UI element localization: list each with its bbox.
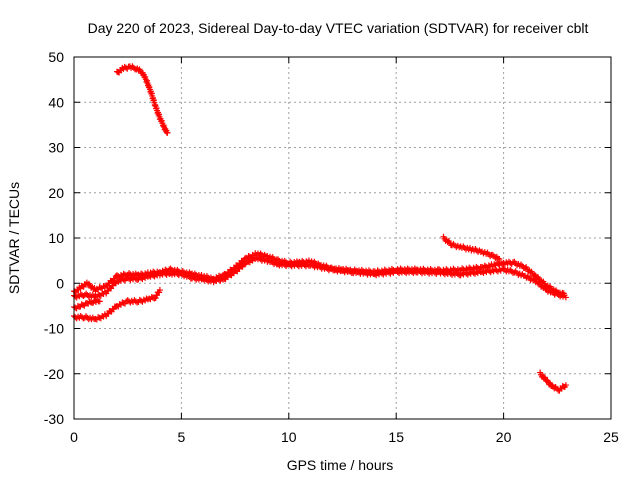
data-point <box>95 291 102 298</box>
y-tick-label: -10 <box>44 321 64 337</box>
x-tick-label: 0 <box>70 429 78 445</box>
grid-lines <box>74 57 611 419</box>
y-tick-label: 10 <box>48 230 64 246</box>
data-point <box>303 258 310 265</box>
data-point <box>262 256 269 263</box>
data-point <box>164 129 171 136</box>
series-arc-low-left <box>71 287 163 323</box>
x-tick-label: 5 <box>178 429 186 445</box>
x-tick-label: 20 <box>496 429 512 445</box>
y-tick-label: 40 <box>48 94 64 110</box>
data-point <box>156 287 163 294</box>
data-point <box>562 294 569 301</box>
data-point <box>202 275 209 282</box>
chart-title: Day 220 of 2023, Sidereal Day-to-day VTE… <box>88 20 589 36</box>
y-tick-label: 0 <box>56 275 64 291</box>
data-point <box>562 382 569 389</box>
data-point <box>143 78 150 85</box>
x-tick-label: 10 <box>281 429 297 445</box>
y-tick-label: -20 <box>44 366 64 382</box>
data-point <box>496 255 503 262</box>
y-tick-label: 50 <box>48 49 64 65</box>
data-point <box>467 244 474 251</box>
data-point <box>152 271 159 278</box>
y-tick-label: 30 <box>48 140 64 156</box>
data-point <box>241 261 248 268</box>
series-arc-high <box>113 63 171 136</box>
data-point <box>132 270 139 277</box>
series-arc-late-high <box>440 233 503 262</box>
axis-ticks: 0 5 10 15 20 25 -30 -20 -10 0 10 20 30 40 50 <box>44 49 619 445</box>
series-arc-late-low <box>537 369 569 394</box>
series-main-band-lower <box>71 254 569 301</box>
data-point <box>244 258 251 265</box>
data-point <box>95 314 102 321</box>
data-point <box>509 259 516 266</box>
data-point <box>166 271 173 278</box>
data-point <box>485 262 492 269</box>
data-point <box>96 284 103 291</box>
x-tick-label: 15 <box>388 429 404 445</box>
data-layer <box>71 63 569 394</box>
data-point <box>120 276 127 283</box>
y-tick-label: -30 <box>44 411 64 427</box>
y-tick-label: 20 <box>48 185 64 201</box>
data-point <box>173 269 180 276</box>
data-point <box>119 299 126 306</box>
data-point <box>474 264 481 271</box>
data-point <box>280 260 287 267</box>
x-tick-label: 25 <box>603 429 619 445</box>
data-point <box>96 298 103 305</box>
data-point <box>245 253 252 260</box>
x-axis-label: GPS time / hours <box>287 457 394 473</box>
data-point <box>507 259 514 266</box>
data-point <box>126 270 133 277</box>
y-axis-label: SDTVAR / TECUs <box>6 182 22 294</box>
